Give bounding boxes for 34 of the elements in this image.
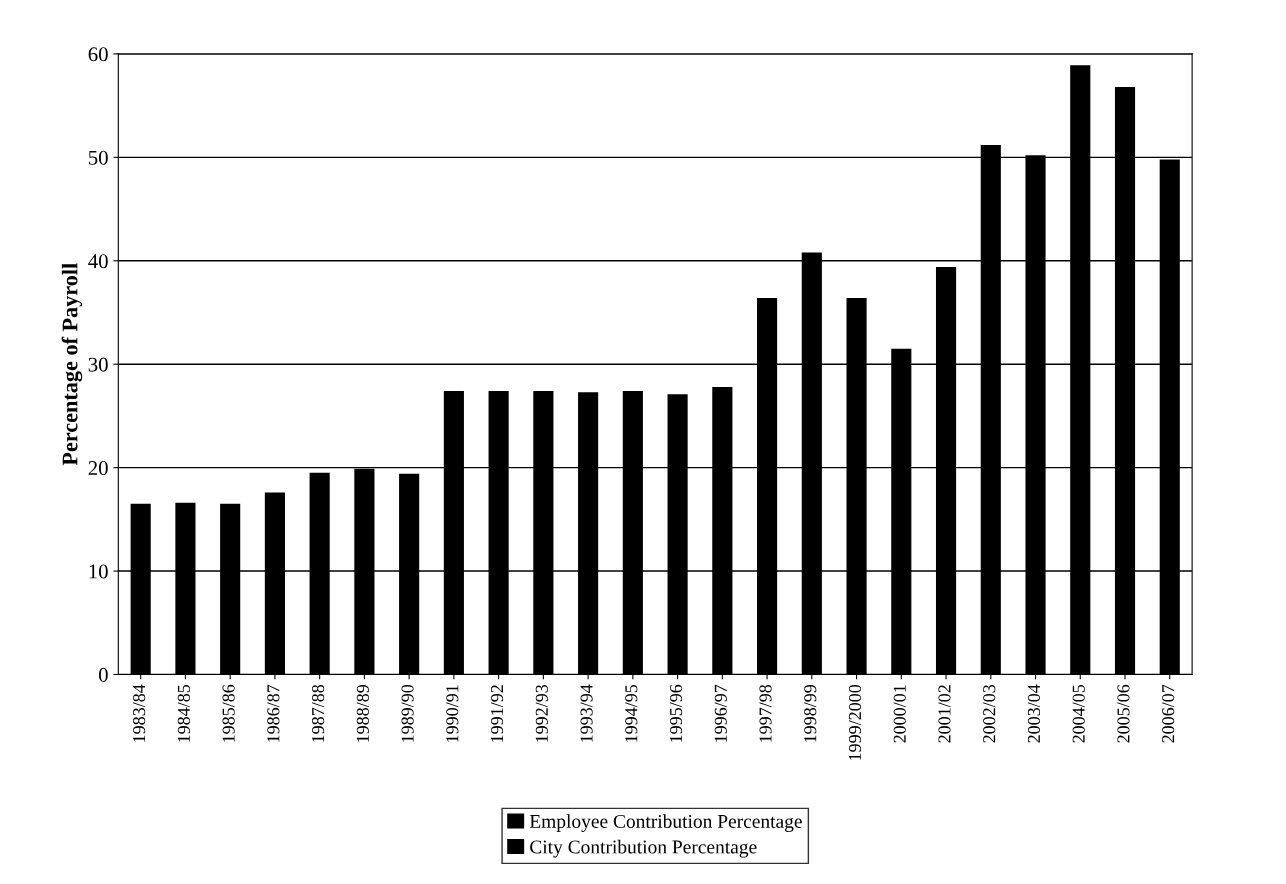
x-tick-label: 1997/98 bbox=[759, 684, 772, 742]
x-tick-label: 2006/07 bbox=[1162, 684, 1175, 743]
x-tick-label: 1995/96 bbox=[669, 684, 683, 742]
x-tick-label: 1996/97 bbox=[714, 684, 727, 742]
y-tick-label: 40 bbox=[88, 254, 108, 269]
y-tick-label: 0 bbox=[98, 667, 108, 682]
y-tick-label: 10 bbox=[89, 564, 108, 579]
x-tick-label: 2001/02 bbox=[938, 685, 951, 743]
text: City Contribution Percentage bbox=[530, 839, 757, 858]
x-tick-label: 1992/93 bbox=[535, 684, 548, 742]
x-tick-label: 1987/88 bbox=[311, 684, 325, 742]
x-tick-label: 1993/94 bbox=[580, 684, 593, 742]
y-tick-label: 20 bbox=[88, 461, 108, 476]
y-tick-label: 30 bbox=[88, 357, 108, 372]
y-tick-label: 50 bbox=[88, 150, 108, 165]
x-tick-label: 1990/91 bbox=[446, 685, 459, 742]
y-tick-label: 60 bbox=[88, 47, 108, 62]
x-tick-label: 1983/84 bbox=[133, 684, 146, 742]
x-tick-label: 1998/99 bbox=[804, 684, 817, 742]
x-tick-label: 2003/04 bbox=[1027, 684, 1041, 743]
x-tick-label: 1984/85 bbox=[177, 684, 190, 742]
x-tick-label: 1994/95 bbox=[625, 684, 638, 742]
x-tick-label: 1986/87 bbox=[267, 684, 280, 742]
y-axis-title: Percentage of Payroll bbox=[61, 263, 83, 466]
x-tick-label: 1988/89 bbox=[356, 684, 369, 742]
x-tick-label: 1999/2000 bbox=[848, 684, 862, 760]
x-tick-label: 2000/01 bbox=[893, 685, 906, 743]
x-tick-label: 1991/92 bbox=[491, 685, 504, 742]
x-tick-label: 1989/90 bbox=[401, 684, 414, 742]
text: Employee Contribution Percentage bbox=[529, 814, 802, 832]
x-tick-label: 2005/06 bbox=[1117, 684, 1130, 743]
x-tick-label: 2004/05 bbox=[1072, 684, 1085, 743]
x-tick-label: 2002/03 bbox=[983, 684, 996, 743]
x-tick-label: 1985/86 bbox=[222, 684, 235, 742]
